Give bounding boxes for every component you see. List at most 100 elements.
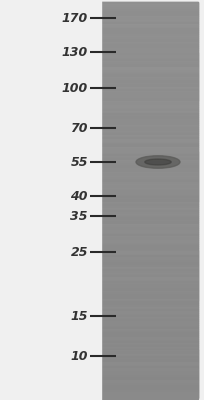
Text: 70: 70	[71, 122, 88, 134]
Bar	[101, 198, 198, 200]
Bar	[101, 200, 198, 202]
Text: 100: 100	[62, 82, 88, 94]
Bar	[101, 220, 198, 222]
Bar	[101, 275, 198, 278]
Bar	[101, 295, 198, 298]
Bar	[101, 307, 198, 310]
Bar	[101, 244, 198, 246]
Bar	[101, 370, 198, 373]
Bar	[101, 178, 198, 181]
Bar	[101, 267, 198, 270]
Bar	[101, 319, 198, 321]
Bar	[101, 69, 198, 72]
Bar	[101, 158, 198, 161]
Bar	[101, 48, 198, 50]
Bar	[101, 283, 198, 286]
Bar	[101, 58, 198, 60]
Bar	[101, 77, 198, 80]
Bar	[101, 234, 198, 236]
Bar	[101, 380, 198, 383]
Text: 15: 15	[71, 310, 88, 322]
Bar	[101, 6, 198, 8]
Bar	[101, 182, 198, 185]
Bar	[0, 0, 101, 400]
Bar	[101, 368, 198, 371]
Bar	[101, 154, 198, 157]
Bar	[101, 73, 198, 76]
Bar	[101, 297, 198, 300]
Bar	[101, 101, 198, 104]
Bar	[101, 281, 198, 284]
Text: 130: 130	[62, 46, 88, 58]
Bar	[101, 63, 198, 66]
Text: 170: 170	[62, 12, 88, 24]
Bar	[101, 28, 198, 30]
Bar	[101, 329, 198, 331]
Bar	[101, 54, 198, 56]
Bar	[101, 331, 198, 333]
Bar	[101, 129, 198, 131]
Bar	[101, 226, 198, 228]
Bar	[101, 208, 198, 210]
Bar	[101, 265, 198, 268]
Bar	[101, 360, 198, 363]
Bar	[101, 75, 198, 78]
Bar	[101, 36, 198, 38]
Bar	[101, 323, 198, 325]
Text: 35: 35	[71, 210, 88, 222]
Bar	[101, 362, 198, 365]
Bar	[101, 46, 198, 48]
Bar	[101, 180, 198, 183]
Bar	[101, 115, 198, 117]
Bar	[101, 30, 198, 32]
Bar	[101, 38, 198, 40]
Bar	[101, 156, 198, 159]
Bar	[101, 95, 198, 98]
Bar	[101, 67, 198, 70]
Bar	[101, 218, 198, 220]
Bar	[101, 121, 198, 123]
Bar	[101, 261, 198, 264]
Bar	[101, 376, 198, 379]
Bar	[101, 12, 198, 14]
Bar	[101, 232, 198, 234]
Bar	[101, 139, 198, 141]
Bar	[101, 83, 198, 86]
Bar	[101, 378, 198, 381]
Text: 40: 40	[71, 190, 88, 202]
Bar	[101, 289, 198, 292]
Bar	[101, 26, 198, 28]
Bar	[101, 148, 198, 151]
Bar	[101, 4, 198, 6]
Bar	[101, 192, 198, 194]
Bar	[101, 113, 198, 115]
Bar	[101, 277, 198, 280]
Bar	[101, 196, 198, 198]
Bar	[101, 224, 198, 226]
Bar	[101, 89, 198, 92]
Bar	[101, 344, 198, 347]
Bar	[101, 71, 198, 74]
Text: 10: 10	[71, 350, 88, 362]
Bar	[101, 260, 198, 262]
Bar	[101, 56, 198, 58]
Bar	[101, 269, 198, 272]
Bar	[101, 372, 198, 375]
Bar	[101, 60, 198, 62]
Bar	[101, 119, 198, 121]
Bar	[101, 321, 198, 323]
Bar	[101, 91, 198, 94]
Bar	[101, 210, 198, 212]
Bar	[101, 150, 198, 153]
Bar	[101, 216, 198, 218]
Bar	[101, 313, 198, 315]
Bar	[101, 356, 198, 359]
Bar	[101, 131, 198, 133]
Bar	[101, 273, 198, 276]
Bar	[101, 168, 198, 171]
Bar	[101, 135, 198, 137]
Bar	[101, 79, 198, 82]
Bar	[101, 176, 198, 179]
Bar	[101, 293, 198, 296]
Bar	[101, 146, 198, 149]
